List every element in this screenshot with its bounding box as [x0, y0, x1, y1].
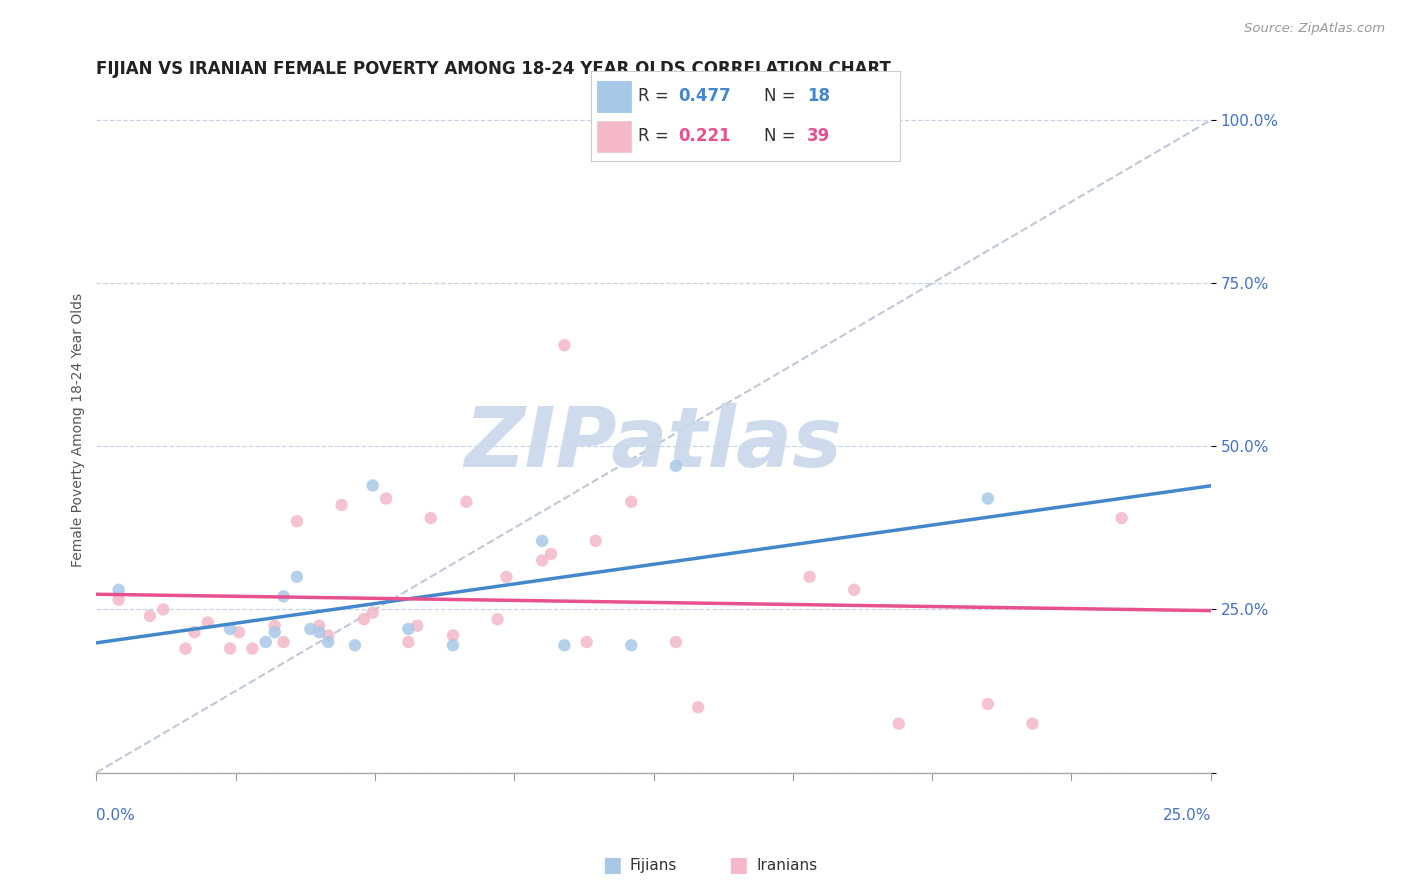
Point: [486, 612, 509, 626]
Point: [665, 458, 688, 473]
Point: [285, 570, 308, 584]
Point: [308, 618, 330, 632]
Text: Source: ZipAtlas.com: Source: ZipAtlas.com: [1244, 22, 1385, 36]
Text: R =: R =: [638, 87, 675, 105]
Point: [441, 638, 464, 652]
Point: [263, 618, 285, 632]
Point: [174, 641, 197, 656]
Point: [139, 609, 162, 624]
Point: [456, 495, 478, 509]
Point: [844, 582, 866, 597]
Point: [273, 590, 295, 604]
Text: 0.221: 0.221: [679, 128, 731, 145]
Point: [887, 716, 910, 731]
Point: [152, 602, 174, 616]
Text: ■: ■: [602, 855, 621, 875]
Point: [396, 622, 419, 636]
Point: [620, 638, 643, 652]
Text: ■: ■: [728, 855, 748, 875]
Point: [197, 615, 219, 630]
Point: [183, 625, 205, 640]
Point: [316, 628, 339, 642]
Point: [285, 514, 308, 528]
FancyBboxPatch shape: [596, 81, 631, 112]
Point: [396, 635, 419, 649]
Point: [553, 338, 575, 352]
Point: [977, 491, 1000, 506]
Text: 0.477: 0.477: [679, 87, 731, 105]
Point: [585, 533, 607, 548]
Point: [330, 498, 353, 512]
Point: [665, 635, 688, 649]
Point: [273, 635, 295, 649]
FancyBboxPatch shape: [596, 121, 631, 152]
Point: [688, 700, 710, 714]
Text: 39: 39: [807, 128, 831, 145]
Point: [495, 570, 517, 584]
Point: [620, 495, 643, 509]
Point: [375, 491, 398, 506]
Text: R =: R =: [638, 128, 675, 145]
Text: N =: N =: [763, 128, 800, 145]
Point: [353, 612, 375, 626]
Point: [107, 592, 129, 607]
Point: [531, 533, 554, 548]
Point: [441, 628, 464, 642]
Point: [361, 478, 384, 492]
Point: [107, 582, 129, 597]
Text: ZIPatlas: ZIPatlas: [464, 403, 842, 484]
Point: [263, 625, 285, 640]
Point: [240, 641, 263, 656]
Point: [799, 570, 821, 584]
Point: [1021, 716, 1043, 731]
Point: [299, 622, 322, 636]
Point: [361, 606, 384, 620]
Text: Fijians: Fijians: [630, 858, 678, 872]
Point: [228, 625, 250, 640]
Text: N =: N =: [763, 87, 800, 105]
Point: [531, 553, 554, 567]
Point: [308, 625, 330, 640]
Point: [540, 547, 562, 561]
Text: 0.0%: 0.0%: [97, 808, 135, 823]
Point: [553, 638, 575, 652]
Point: [419, 511, 441, 525]
Point: [1111, 511, 1133, 525]
Point: [219, 622, 242, 636]
Point: [575, 635, 598, 649]
Text: Iranians: Iranians: [756, 858, 817, 872]
Point: [316, 635, 339, 649]
Point: [406, 618, 429, 632]
Y-axis label: Female Poverty Among 18-24 Year Olds: Female Poverty Among 18-24 Year Olds: [72, 293, 86, 567]
Point: [977, 697, 1000, 711]
Text: 18: 18: [807, 87, 830, 105]
Text: 25.0%: 25.0%: [1163, 808, 1211, 823]
Point: [343, 638, 366, 652]
Point: [219, 641, 242, 656]
Text: FIJIAN VS IRANIAN FEMALE POVERTY AMONG 18-24 YEAR OLDS CORRELATION CHART: FIJIAN VS IRANIAN FEMALE POVERTY AMONG 1…: [97, 60, 891, 78]
Point: [254, 635, 277, 649]
